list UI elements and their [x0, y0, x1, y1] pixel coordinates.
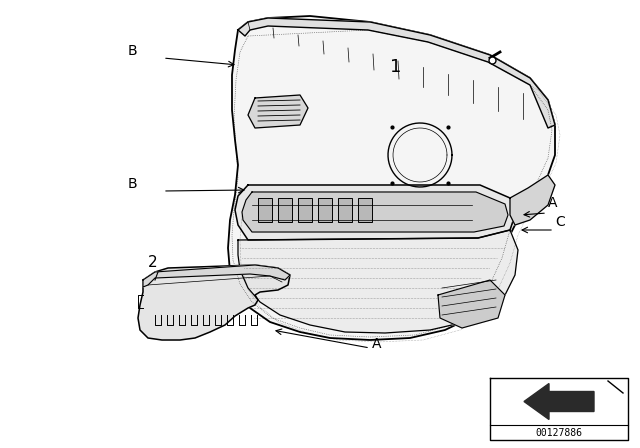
Polygon shape	[235, 185, 515, 240]
Text: 2: 2	[148, 255, 157, 270]
Text: B: B	[128, 44, 138, 58]
Bar	[298, 198, 312, 222]
Bar	[318, 198, 332, 222]
Text: A: A	[372, 337, 381, 351]
Polygon shape	[238, 230, 518, 333]
Polygon shape	[242, 192, 508, 232]
Polygon shape	[228, 16, 555, 340]
Text: 00127886: 00127886	[536, 428, 582, 438]
Text: 1: 1	[390, 58, 401, 76]
Polygon shape	[438, 280, 505, 328]
Bar	[358, 198, 372, 222]
Polygon shape	[143, 265, 290, 287]
Bar	[278, 198, 292, 222]
Polygon shape	[510, 175, 555, 225]
Bar	[258, 198, 272, 222]
Polygon shape	[138, 265, 290, 340]
Polygon shape	[248, 95, 308, 128]
Bar	[338, 198, 352, 222]
Text: C: C	[555, 215, 564, 229]
Text: A: A	[548, 196, 557, 210]
Polygon shape	[238, 18, 555, 128]
Text: B: B	[128, 177, 138, 191]
Polygon shape	[524, 383, 594, 419]
